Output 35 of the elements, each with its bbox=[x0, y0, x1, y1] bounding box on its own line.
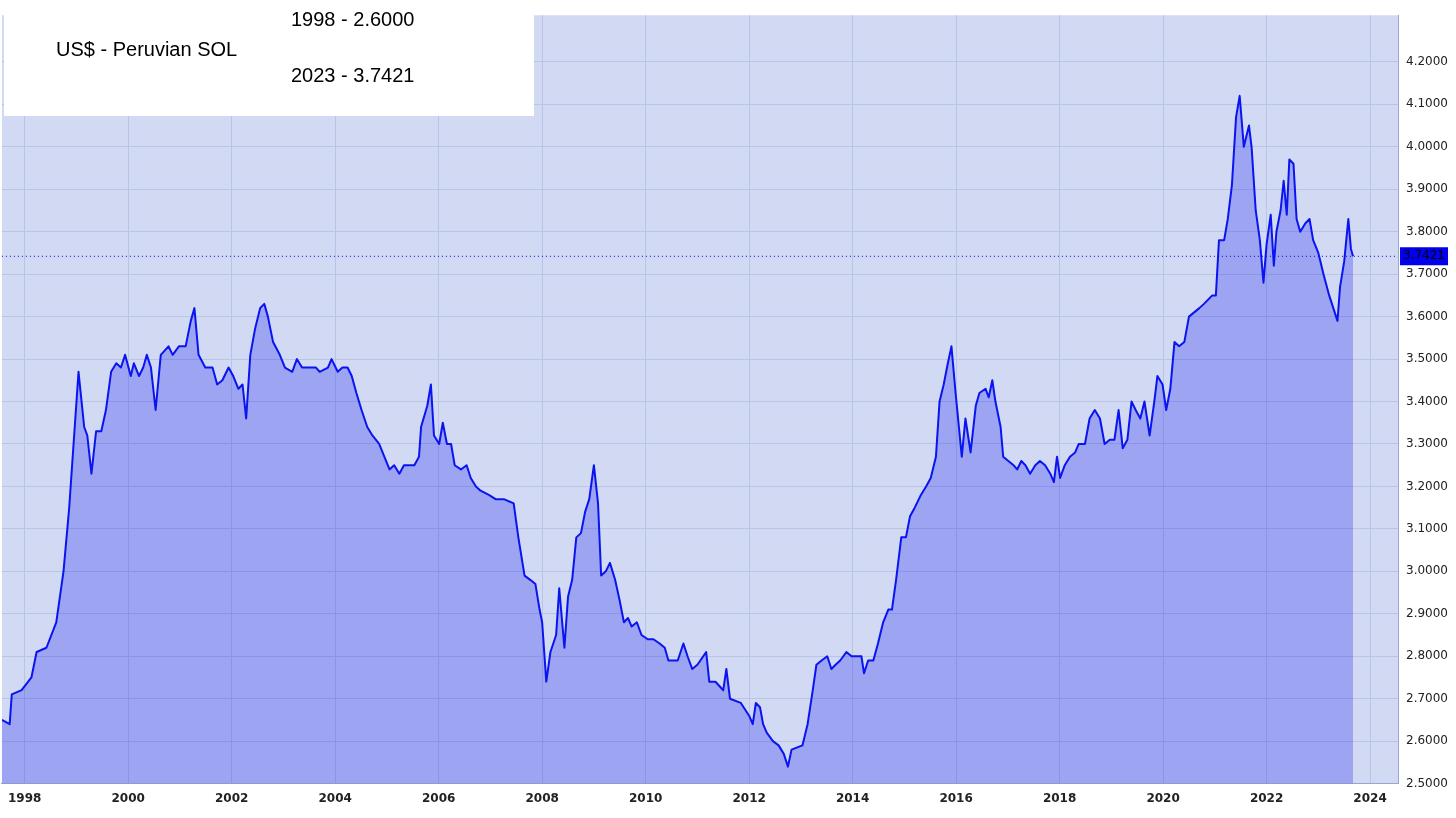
y-tick-label: 3.5000 bbox=[1406, 351, 1449, 366]
x-tick-label: 2010 bbox=[628, 790, 663, 805]
x-tick-label: 2020 bbox=[1146, 790, 1180, 805]
y-tick-label: 3.7000 bbox=[1406, 266, 1449, 281]
y-tick-label: 3.0000 bbox=[1406, 563, 1449, 578]
y-tick-label: 2.8000 bbox=[1406, 648, 1449, 663]
y-tick-label: 3.9000 bbox=[1406, 181, 1449, 196]
x-tick-label: 2008 bbox=[525, 790, 559, 805]
annotation: 1998 - 2.6000 bbox=[291, 8, 415, 31]
x-tick-label: 2014 bbox=[835, 790, 870, 805]
y-tick-label: 2.7000 bbox=[1406, 690, 1449, 705]
x-tick-label: 2022 bbox=[1249, 790, 1284, 805]
y-tick-label: 3.1000 bbox=[1406, 521, 1449, 536]
x-tick-label: 1998 bbox=[8, 790, 42, 805]
annotation: 2023 - 3.7421 bbox=[291, 64, 415, 87]
x-tick-label: 2016 bbox=[939, 790, 973, 805]
x-tick-label: 2012 bbox=[732, 790, 766, 805]
y-tick-label: 3.6000 bbox=[1406, 308, 1449, 323]
x-tick-label: 2024 bbox=[1353, 790, 1387, 805]
y-tick-label: 3.2000 bbox=[1406, 478, 1449, 493]
x-tick-label: 2018 bbox=[1042, 790, 1077, 805]
y-tick-label: 3.4000 bbox=[1406, 393, 1449, 408]
y-tick-label: 4.2000 bbox=[1406, 54, 1449, 69]
ref-line-label: 3.7421 bbox=[1403, 248, 1446, 263]
y-tick-label: 2.5000 bbox=[1406, 775, 1449, 790]
x-tick-label: 2002 bbox=[214, 790, 249, 805]
y-tick-label: 4.1000 bbox=[1406, 96, 1449, 111]
x-tick-label: 2004 bbox=[318, 790, 352, 805]
y-tick-label: 3.3000 bbox=[1406, 436, 1449, 451]
x-tick-label: 2000 bbox=[111, 790, 145, 805]
y-tick-label: 2.9000 bbox=[1406, 605, 1449, 620]
y-tick-label: 3.8000 bbox=[1406, 223, 1449, 238]
y-tick-label: 2.6000 bbox=[1406, 733, 1449, 748]
x-tick-label: 2006 bbox=[421, 790, 456, 805]
y-tick-label: 4.0000 bbox=[1406, 138, 1449, 153]
